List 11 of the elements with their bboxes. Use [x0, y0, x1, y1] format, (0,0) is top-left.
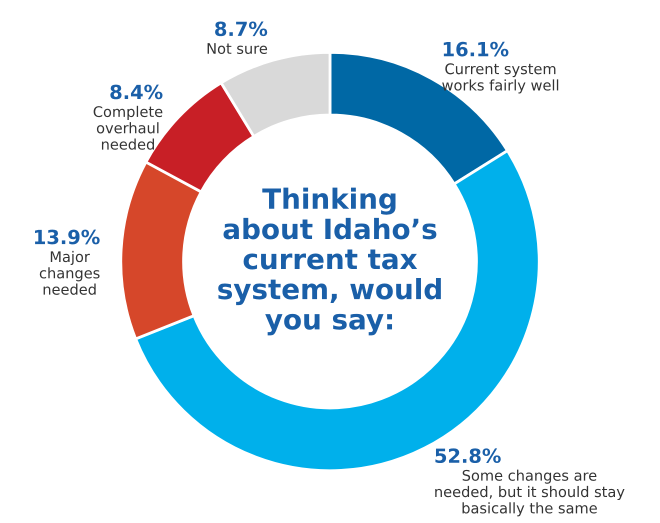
slice-label: Some changes are needed, but it should stay basically the same	[435, 470, 625, 516]
data-label: 52.8%	[435, 448, 501, 464]
slice-label: Major changes needed	[40, 250, 100, 295]
slice-label: Not sure	[208, 43, 268, 54]
data-label: 8.4%	[110, 84, 162, 100]
data-label: 16.1%	[444, 42, 508, 56]
data-label: 13.9%	[35, 230, 100, 244]
text: Thinking about Idaho’s current tax system, would you say:	[218, 188, 441, 336]
slice-label: Current system works fairly well	[442, 63, 558, 94]
slice-label: Complete overhaul needed	[94, 106, 162, 150]
data-label: 8.7%	[215, 21, 268, 36]
